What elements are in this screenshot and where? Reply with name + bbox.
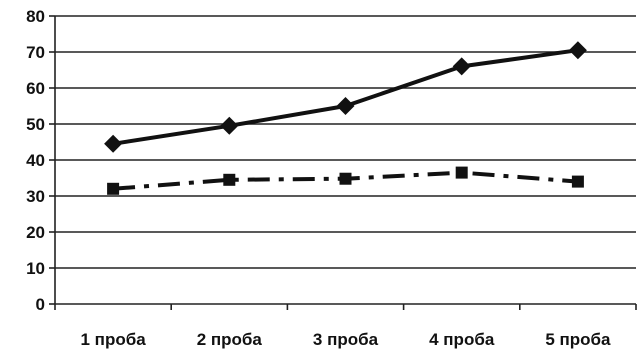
x-tick-label: 5 проба bbox=[545, 330, 611, 349]
x-tick-label: 2 проба bbox=[197, 330, 263, 349]
series-2-marker-2 bbox=[223, 173, 236, 186]
series-2-marker-1 bbox=[107, 182, 120, 195]
y-tick-label: 50 bbox=[26, 115, 45, 134]
series-1-marker-2 bbox=[220, 116, 239, 135]
y-axis-ticks: 0 10 20 30 40 50 60 70 80 bbox=[26, 7, 55, 314]
x-tick-label: 3 проба bbox=[313, 330, 379, 349]
y-tick-label: 70 bbox=[26, 43, 45, 62]
series-2-marker-5 bbox=[571, 175, 584, 188]
y-tick-label: 20 bbox=[26, 223, 45, 242]
series-1-marker-4 bbox=[452, 57, 471, 76]
series-group bbox=[104, 41, 587, 195]
y-tick-label: 10 bbox=[26, 259, 45, 278]
gridlines bbox=[55, 15, 636, 269]
y-tick-label: 0 bbox=[36, 295, 45, 314]
y-tick-label: 80 bbox=[26, 7, 45, 26]
x-tick-label: 1 проба bbox=[81, 330, 147, 349]
y-tick-label: 40 bbox=[26, 151, 45, 170]
series-2-marker-3 bbox=[339, 172, 352, 185]
series-2-marker-4 bbox=[455, 166, 468, 179]
y-tick-label: 30 bbox=[26, 187, 45, 206]
series-1-marker-5 bbox=[568, 41, 587, 60]
y-tick-label: 60 bbox=[26, 79, 45, 98]
series-1-marker-3 bbox=[336, 97, 355, 115]
x-axis-ticks: 1 проба 2 проба 3 проба 4 проба 5 проба bbox=[54, 304, 637, 349]
axes bbox=[54, 16, 636, 305]
x-tick-label: 4 проба bbox=[429, 330, 495, 349]
series-1-marker-1 bbox=[104, 134, 123, 153]
